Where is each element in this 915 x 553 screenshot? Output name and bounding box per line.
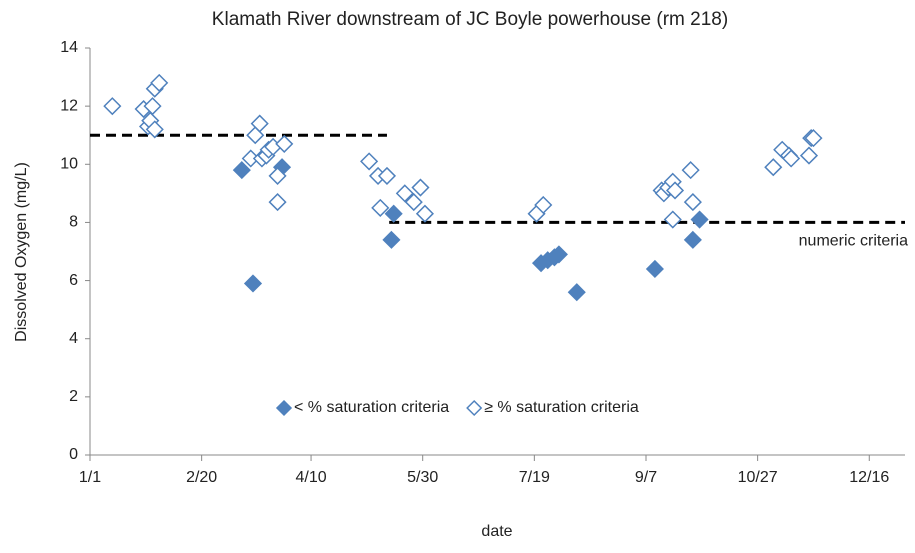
point bbox=[360, 152, 379, 171]
point bbox=[143, 97, 162, 116]
point bbox=[382, 230, 401, 249]
x-axis-label: date bbox=[481, 523, 512, 540]
point bbox=[663, 210, 682, 229]
legend-label: < % saturation criteria bbox=[294, 399, 449, 416]
point bbox=[232, 161, 251, 180]
point bbox=[683, 230, 702, 249]
chart-title: Klamath River downstream of JC Boyle pow… bbox=[212, 9, 728, 30]
point bbox=[250, 114, 269, 133]
point bbox=[804, 129, 823, 148]
point bbox=[103, 97, 122, 116]
point bbox=[404, 193, 423, 212]
y-tick-label: 4 bbox=[69, 330, 78, 347]
x-tick-label: 4/10 bbox=[295, 469, 326, 486]
y-tick-label: 2 bbox=[69, 388, 78, 405]
point bbox=[683, 193, 702, 212]
point bbox=[799, 146, 819, 165]
point bbox=[384, 204, 403, 223]
y-tick-label: 8 bbox=[69, 214, 78, 231]
legend-marker bbox=[466, 399, 483, 417]
point bbox=[275, 134, 294, 153]
point bbox=[665, 181, 685, 200]
y-tick-label: 0 bbox=[69, 446, 78, 463]
point bbox=[764, 158, 783, 177]
point bbox=[681, 161, 700, 180]
x-tick-label: 1/1 bbox=[79, 469, 101, 486]
point bbox=[145, 120, 164, 139]
x-tick-label: 2/20 bbox=[186, 469, 217, 486]
point bbox=[377, 166, 397, 185]
legend-label: ≥ % saturation criteria bbox=[484, 399, 639, 416]
y-axis-label: Dissolved Oxygen (mg/L) bbox=[13, 162, 30, 342]
y-tick-label: 14 bbox=[60, 39, 78, 56]
point bbox=[268, 166, 287, 185]
y-tick-label: 12 bbox=[60, 97, 78, 114]
point bbox=[534, 195, 553, 215]
legend-marker bbox=[275, 399, 293, 417]
point bbox=[243, 274, 263, 293]
point bbox=[645, 259, 664, 279]
point bbox=[395, 184, 414, 203]
point bbox=[549, 245, 568, 264]
y-tick-label: 10 bbox=[60, 156, 78, 173]
point bbox=[690, 210, 709, 229]
x-tick-label: 7/19 bbox=[519, 469, 550, 486]
x-tick-label: 10/27 bbox=[738, 469, 778, 486]
x-tick-label: 5/30 bbox=[407, 469, 438, 486]
y-tick-label: 6 bbox=[69, 272, 78, 289]
point bbox=[246, 126, 265, 145]
point bbox=[411, 178, 430, 197]
point bbox=[150, 73, 169, 92]
point bbox=[371, 198, 390, 217]
point bbox=[567, 283, 586, 302]
point bbox=[268, 193, 287, 212]
x-tick-label: 12/16 bbox=[849, 469, 889, 486]
x-tick-label: 9/7 bbox=[635, 469, 657, 486]
criteria-label: numeric criteria bbox=[799, 233, 908, 250]
point bbox=[782, 149, 801, 168]
point bbox=[415, 204, 434, 223]
